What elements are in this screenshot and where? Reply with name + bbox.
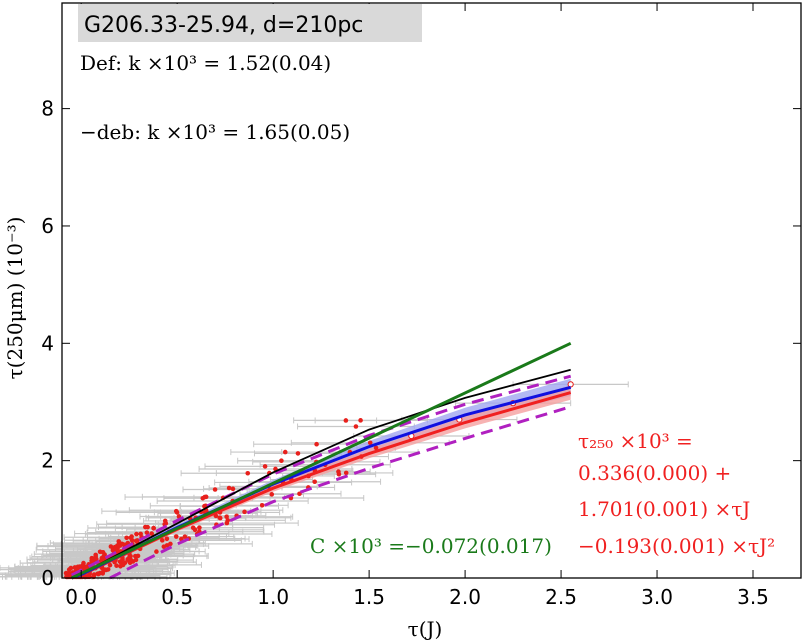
x-tick-label: 2.0	[449, 585, 481, 609]
x-tick-label: 3.0	[641, 585, 673, 609]
deb-annotation: −deb: k ×10³ = 1.65(0.05)	[80, 120, 350, 144]
green-fit-line	[70, 341, 572, 580]
def-annotation: Def: k ×10³ = 1.52(0.04)	[80, 51, 331, 75]
data-point	[336, 469, 341, 474]
y-tick-label: 0	[41, 566, 54, 590]
x-tick-label: 1.5	[353, 585, 385, 609]
blue-confidence-band	[71, 378, 571, 580]
data-point	[134, 531, 139, 537]
data-point	[314, 441, 319, 447]
y-tick-label: 8	[41, 97, 54, 121]
data-point	[120, 562, 126, 568]
data-point	[182, 534, 188, 539]
magenta-lower-dashed-line	[109, 405, 572, 580]
data-point	[197, 525, 202, 530]
data-point	[89, 558, 94, 564]
y-tick-label: 6	[41, 214, 54, 238]
data-point	[373, 445, 379, 451]
data-point	[259, 503, 265, 508]
x-tick-label: 3.5	[737, 585, 769, 609]
red-confidence-band	[71, 385, 571, 580]
x-tick-label: 1.0	[257, 585, 289, 609]
data-point	[120, 556, 125, 562]
y-tick-label: 4	[41, 331, 54, 355]
red-fit-line-3: 1.701(0.001) ×τJ	[578, 497, 750, 521]
data-point	[245, 470, 251, 476]
x-tick-label: 0.5	[161, 585, 193, 609]
y-axis-label: τ(250μm) (10⁻³)	[3, 217, 27, 380]
data-point	[151, 525, 156, 531]
title-box	[78, 4, 422, 42]
data-point	[212, 487, 218, 492]
data-point	[144, 530, 150, 535]
data-point	[230, 486, 236, 492]
red-fit-line-2: 0.336(0.000) +	[578, 461, 731, 485]
data-point	[81, 560, 86, 566]
data-point	[242, 509, 247, 515]
data-point	[129, 537, 135, 543]
data-point	[192, 527, 198, 533]
data-point	[343, 418, 349, 423]
data-point	[113, 547, 119, 552]
data-point	[224, 514, 229, 520]
data-point	[143, 524, 148, 530]
data-point	[124, 535, 129, 541]
data-point	[135, 553, 141, 559]
data-point	[226, 485, 232, 491]
data-point	[353, 424, 359, 429]
data-point	[68, 565, 74, 571]
data-point	[149, 531, 155, 536]
x-tick-label: 0.0	[65, 585, 97, 609]
data-point	[108, 544, 114, 549]
data-point	[116, 539, 122, 544]
data-point	[117, 543, 123, 548]
data-point	[66, 570, 72, 576]
data-point	[161, 544, 167, 549]
data-point	[164, 536, 170, 542]
data-point	[125, 556, 130, 562]
data-point	[103, 567, 109, 573]
plot-frame	[61, 2, 802, 579]
data-point	[217, 515, 223, 521]
data-point	[159, 538, 165, 543]
data-point	[567, 381, 574, 388]
green-fit-annotation: C ×10³ =−0.072(0.017)	[310, 534, 552, 558]
data-point	[202, 494, 208, 500]
data-point	[114, 563, 119, 568]
data-point	[80, 564, 86, 570]
data-point	[295, 451, 301, 456]
data-point	[133, 538, 139, 544]
data-point	[162, 518, 168, 524]
chart-title: G206.33-25.94, d=210pc	[84, 13, 363, 38]
data-point	[107, 562, 113, 568]
data-point	[225, 518, 231, 523]
x-axis-label: τ(J)	[408, 617, 443, 641]
data-point	[262, 464, 268, 469]
data-point	[128, 553, 133, 559]
data-point	[133, 557, 139, 563]
red-fit-line-1: τ₂₅₀ ×10³ =	[578, 429, 693, 453]
data-point	[173, 508, 179, 514]
data-point	[102, 552, 107, 557]
red-fit-line-4: −0.193(0.001) ×τJ²	[578, 534, 775, 558]
data-point	[97, 549, 103, 555]
data-point	[75, 565, 81, 571]
x-tick-label: 2.5	[545, 585, 577, 609]
data-point	[95, 571, 101, 577]
data-point	[91, 572, 97, 577]
data-point	[129, 534, 134, 539]
data-point	[154, 549, 159, 554]
data-point	[367, 440, 373, 446]
axes: 0.0 0.5 1.0 1.5 2.0 2.5 3.0 3.5 0 2 4 6 8	[41, 2, 802, 609]
data-point	[282, 449, 288, 455]
data-point	[343, 470, 349, 476]
data-point	[173, 534, 179, 539]
data-point	[279, 458, 284, 464]
data-point	[312, 479, 318, 485]
y-tick-label: 2	[41, 449, 54, 473]
data-point	[358, 418, 363, 423]
data-point	[269, 492, 275, 497]
